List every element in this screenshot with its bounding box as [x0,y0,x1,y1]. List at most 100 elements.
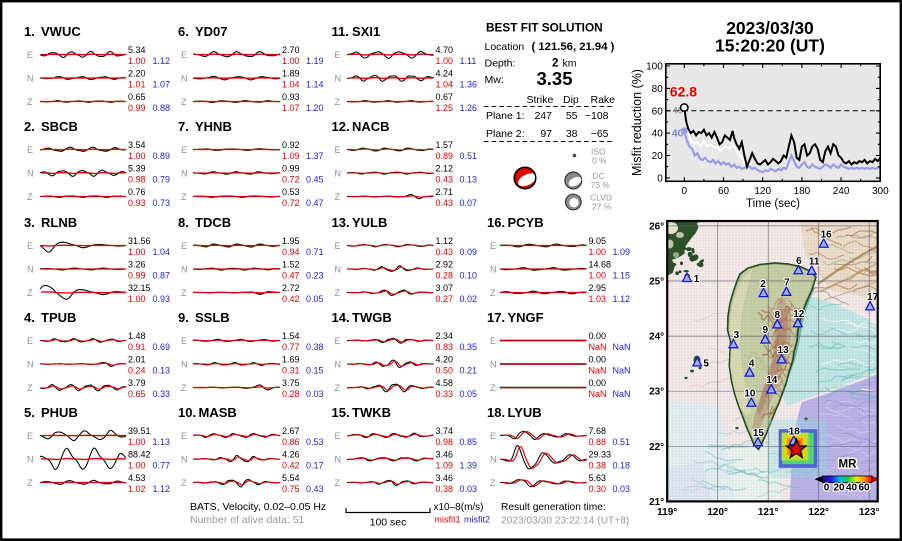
svg-text:N: N [181,265,188,275]
svg-text:RLNB: RLNB [41,215,77,230]
svg-text:2023/03/30: 2023/03/30 [726,18,814,38]
svg-text:−65: −65 [591,128,609,140]
svg-text:Time (sec): Time (sec) [746,198,800,210]
svg-text:SSLB: SSLB [195,310,230,325]
svg-text:E: E [181,145,187,155]
svg-text:1.04: 1.04 [282,80,300,90]
svg-text:0.45: 0.45 [306,175,324,185]
svg-text:12: 12 [793,309,805,320]
svg-text:14: 14 [766,375,778,386]
svg-text:SBCB: SBCB [41,119,78,134]
svg-text:Z: Z [27,383,33,393]
svg-text:0.69: 0.69 [153,342,171,352]
svg-text:1.14: 1.14 [306,80,324,90]
svg-text:121°: 121° [758,507,779,518]
svg-text:misfit1: misfit1 [435,515,461,525]
svg-text:11.: 11. [332,24,349,39]
svg-text:40: 40 [846,483,858,494]
svg-text:1.54: 1.54 [282,331,300,341]
svg-text:4: 4 [749,358,755,369]
svg-text:0.18: 0.18 [613,461,631,471]
svg-text:1.37: 1.37 [306,151,324,161]
svg-text:3.74: 3.74 [436,426,454,436]
svg-text:0.79: 0.79 [153,175,171,185]
svg-text:0.75: 0.75 [282,484,300,494]
svg-text:1.09: 1.09 [613,247,631,257]
svg-text:9.: 9. [178,310,189,325]
svg-text:x10–8(m/s): x10–8(m/s) [434,502,484,513]
svg-text:31.56: 31.56 [128,236,151,246]
svg-text:26°: 26° [649,221,664,232]
svg-text:7: 7 [784,278,790,289]
svg-text:Depth:: Depth: [485,58,516,70]
svg-text:1.09: 1.09 [282,151,300,161]
svg-text:0.87: 0.87 [153,271,171,281]
svg-text:0.03: 0.03 [460,484,478,494]
svg-text:2.34: 2.34 [436,331,454,341]
svg-text:Z: Z [490,478,496,488]
svg-text:N: N [181,169,188,179]
svg-text:LYUB: LYUB [508,405,542,420]
svg-text:0.47: 0.47 [282,271,300,281]
svg-text:0.43: 0.43 [436,175,454,185]
svg-text:0.23: 0.23 [306,271,324,281]
svg-text:E: E [490,241,496,251]
svg-text:15.: 15. [332,405,350,420]
svg-text:E: E [335,145,341,155]
svg-text:3.54: 3.54 [128,140,146,150]
svg-text:16: 16 [821,229,833,240]
svg-text:15: 15 [753,428,765,439]
svg-text:0: 0 [824,483,830,494]
svg-text:N: N [490,360,497,370]
svg-text:247: 247 [534,110,552,122]
svg-text:0.73: 0.73 [153,198,171,208]
svg-text:3.26: 3.26 [128,260,146,270]
svg-text:40: 40 [652,129,664,140]
svg-text:0.07: 0.07 [460,198,478,208]
svg-text:0.35: 0.35 [460,342,478,352]
svg-text:10.: 10. [178,405,196,420]
svg-text:1.00: 1.00 [128,56,146,66]
svg-text:1.07: 1.07 [153,80,171,90]
svg-text:0.72: 0.72 [282,198,300,208]
svg-text:0.10: 0.10 [460,271,478,281]
svg-text:1.00: 1.00 [589,247,607,257]
svg-text:1.00: 1.00 [128,294,146,304]
svg-text:Z: Z [490,383,496,393]
svg-text:0.99: 0.99 [282,164,300,174]
svg-text:2.20: 2.20 [128,69,146,79]
svg-text:1.26: 1.26 [460,103,478,113]
svg-text:2.12: 2.12 [436,164,454,174]
svg-text:N: N [181,360,188,370]
svg-text:3.07: 3.07 [436,283,454,293]
svg-text:100: 100 [646,62,663,73]
svg-text:0.98: 0.98 [436,437,454,447]
svg-text:0.42: 0.42 [282,461,300,471]
svg-text:0.38: 0.38 [306,342,324,352]
svg-text:misfit2: misfit2 [464,515,490,525]
svg-text:1.15: 1.15 [613,271,631,281]
svg-text:122°: 122° [808,507,829,518]
svg-text:80: 80 [652,84,664,95]
svg-text:0.00: 0.00 [589,378,607,388]
svg-text:0.03: 0.03 [306,389,324,399]
svg-text:1.: 1. [24,24,35,39]
svg-text:N: N [335,265,342,275]
svg-text:0.98: 0.98 [128,175,146,185]
svg-text:1.00: 1.00 [436,56,454,66]
svg-text:8.: 8. [178,215,189,230]
svg-text:NaN: NaN [613,342,631,352]
svg-text:0.03: 0.03 [613,484,631,494]
svg-text:6.: 6. [178,24,189,39]
svg-text:2.72: 2.72 [282,283,300,293]
svg-text:0.93: 0.93 [153,294,171,304]
svg-text:0.00: 0.00 [589,355,607,365]
svg-text:300: 300 [872,186,889,197]
svg-text:6: 6 [796,256,802,267]
svg-text:Mw:: Mw: [485,74,504,86]
svg-text:0.53: 0.53 [282,187,300,197]
svg-text:Z: Z [490,288,496,298]
svg-text:1.01: 1.01 [128,80,146,90]
svg-text:Misfit reduction (%): Misfit reduction (%) [630,69,644,176]
svg-text:Z: Z [335,192,341,202]
